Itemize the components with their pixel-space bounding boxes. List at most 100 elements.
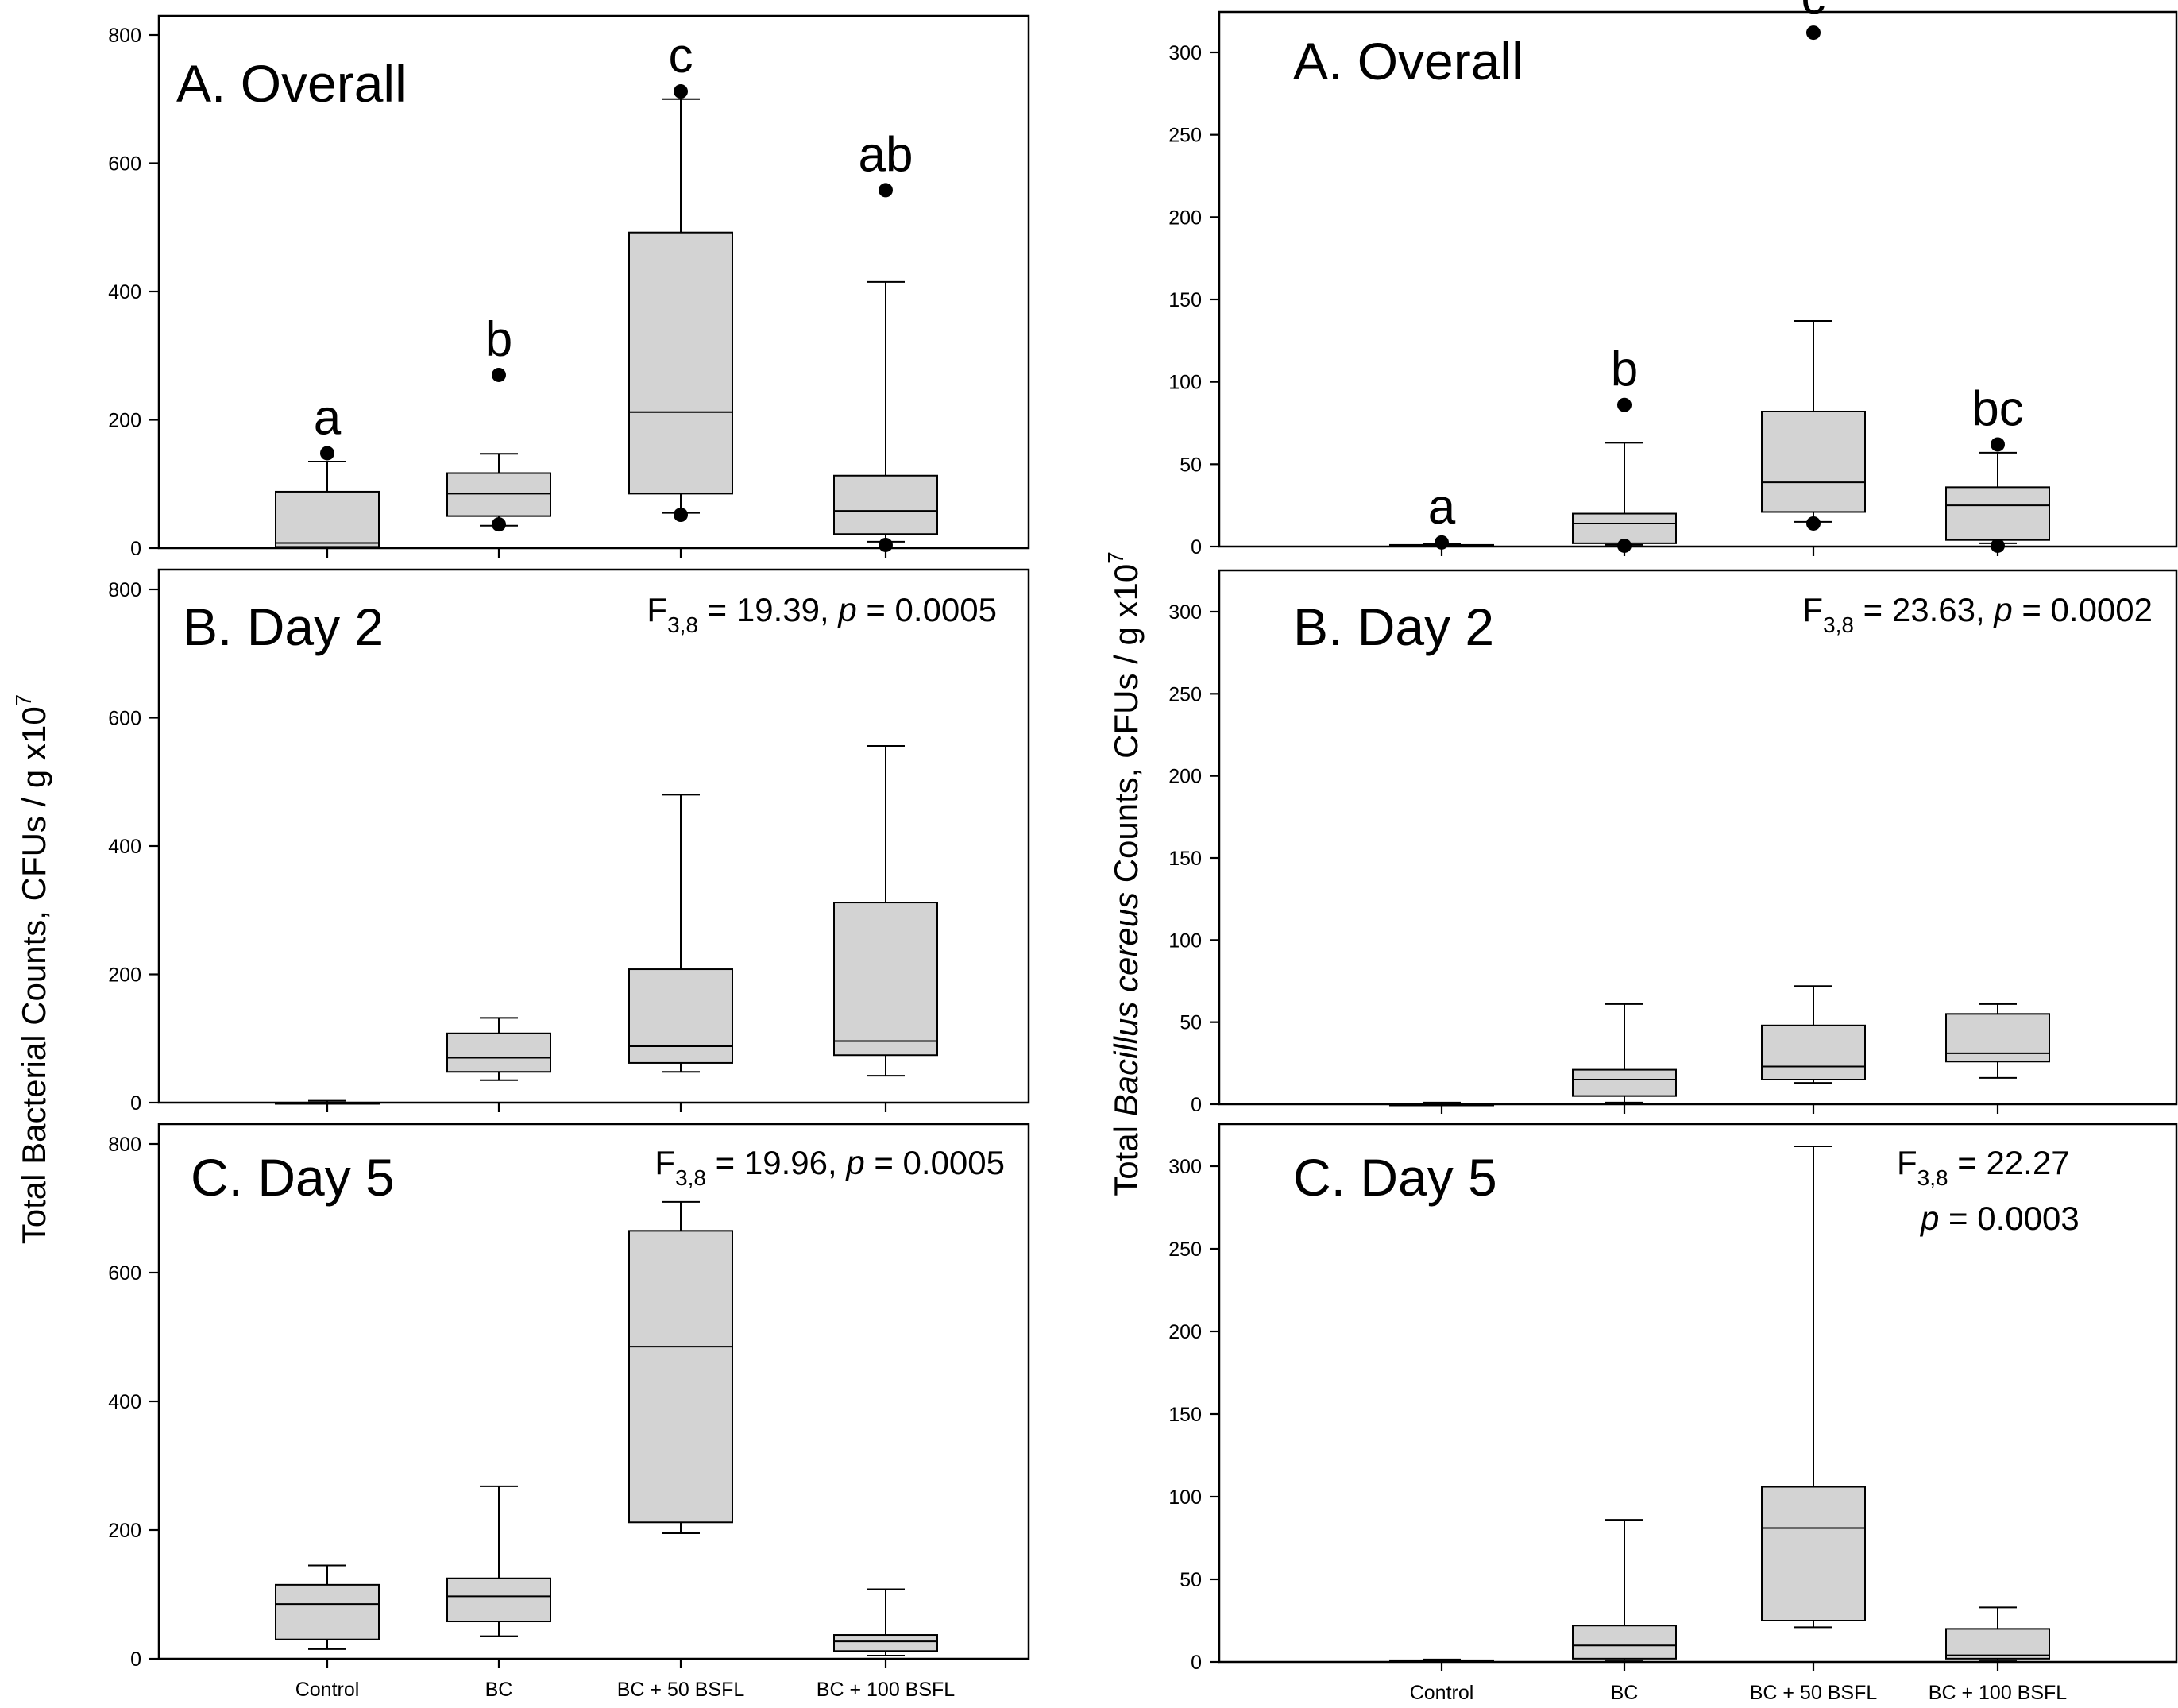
x-tick-label: BC xyxy=(485,1679,513,1701)
outlier-point xyxy=(674,84,688,99)
stat-df: 3,8 xyxy=(1823,612,1854,637)
box-bc-50-bsfl xyxy=(1761,985,1866,1084)
stat-value: = 19.39, xyxy=(698,591,838,628)
iqr-box xyxy=(1761,410,1866,513)
outlier-point xyxy=(1435,535,1449,550)
y-tick-label: 400 xyxy=(108,1391,141,1413)
significance-letter: c xyxy=(1801,0,1826,25)
iqr-box xyxy=(1572,1625,1677,1660)
panel-right-day5: 0 50 100 150 200 250 300 Control BC BC + 50 BSFL B… xyxy=(1168,1123,2178,1704)
box-bc xyxy=(1572,1519,1677,1661)
box-bc-50-bsfl xyxy=(1761,1146,1866,1629)
stat-f: F xyxy=(655,1144,675,1181)
right-y-axis-label-sup: 7 xyxy=(1103,551,1128,564)
y-tick-label: 0 xyxy=(1191,1652,1202,1674)
stat-annotation: F3,8 = 19.96, p = 0.0005 xyxy=(655,1144,1005,1190)
y-tick-label: 150 xyxy=(1168,848,1202,870)
x-tick-label: Control xyxy=(1410,1682,1474,1704)
box-bc-100-bsfl: ab xyxy=(833,127,938,552)
y-tick-label: 0 xyxy=(130,538,141,560)
iqr-box xyxy=(628,968,733,1064)
panel-title: A. Overall xyxy=(1293,32,1523,91)
box-bc xyxy=(446,1485,551,1637)
stat-pval: = 0.0002 xyxy=(2013,591,2153,628)
stat-pval: = 0.0003 xyxy=(1939,1200,2079,1237)
y-tick-label: 600 xyxy=(108,708,141,730)
stat-pval: = 0.0005 xyxy=(857,591,997,628)
y-tick-label: 0 xyxy=(1191,536,1202,558)
box-bc-50-bsfl xyxy=(628,1200,733,1535)
y-tick-label: 250 xyxy=(1168,125,1202,147)
iqr-box xyxy=(1945,1013,2050,1063)
panel-frame xyxy=(1218,569,2178,1106)
left-y-axis-label: Total Bacterial Counts, CFUs / g x107 xyxy=(11,694,52,1245)
right-y-axis-label-italic: Bacillus cereus xyxy=(1107,892,1145,1116)
iqr-box xyxy=(1761,1024,1866,1081)
x-tick-label: BC + 50 BSFL xyxy=(617,1679,745,1701)
significance-letter: b xyxy=(1611,342,1638,397)
iqr-box xyxy=(833,902,938,1057)
x-tick-label: Control xyxy=(295,1679,360,1701)
iqr-box xyxy=(446,1032,551,1073)
panel-title: C. Day 5 xyxy=(191,1148,395,1207)
iqr-box xyxy=(1761,1486,1866,1622)
outlier-point xyxy=(1991,437,2005,452)
y-tick-label: 0 xyxy=(130,1092,141,1115)
y-tick-label: 400 xyxy=(108,281,141,303)
y-tick-label: 600 xyxy=(108,1262,141,1285)
iqr-box xyxy=(275,1583,380,1640)
right-y-axis-label-pre: Total xyxy=(1107,1116,1145,1196)
y-tick-label: 150 xyxy=(1168,289,1202,311)
box-bc-50-bsfl: c xyxy=(628,29,733,523)
y-tick-label: 300 xyxy=(1168,1156,1202,1178)
y-tick-label: 100 xyxy=(1168,929,1202,952)
stat-annotation-p: p = 0.0003 xyxy=(1919,1200,2080,1237)
box-bc-100-bsfl xyxy=(1945,1606,2050,1661)
iqr-box xyxy=(628,1230,733,1524)
box-bc-50-bsfl: c xyxy=(1761,0,1866,531)
significance-letter: c xyxy=(669,29,693,83)
y-tick-label: 800 xyxy=(108,25,141,47)
y-tick-label: 0 xyxy=(130,1648,141,1671)
x-tick-label: BC xyxy=(1611,1682,1639,1704)
y-tick-label: 100 xyxy=(1168,1486,1202,1509)
panel-right-day2: 0 50 100 150 200 250 300 B. Day 2 F3,8 = 23.63, … xyxy=(1168,569,2178,1116)
box-control: a xyxy=(275,390,380,549)
y-tick-label: 300 xyxy=(1168,601,1202,624)
y-tick-label: 250 xyxy=(1168,683,1202,705)
stat-p: p xyxy=(1992,591,2012,628)
stat-p: p xyxy=(1919,1200,1939,1237)
outlier-point xyxy=(1806,516,1821,531)
stat-value: = 22.27 xyxy=(1948,1144,2070,1181)
y-tick-label: 200 xyxy=(108,410,141,432)
x-tick-label: BC + 50 BSFL xyxy=(1750,1682,1878,1704)
box-bc-100-bsfl: bc xyxy=(1945,381,2050,553)
y-tick-label: 200 xyxy=(108,964,141,987)
panel-frame xyxy=(157,14,1030,550)
stat-value: = 23.63, xyxy=(1854,591,1994,628)
y-tick-label: 200 xyxy=(1168,1321,1202,1343)
y-tick-label: 200 xyxy=(108,1520,141,1542)
significance-letter: b xyxy=(485,312,512,367)
outlier-point xyxy=(320,446,334,461)
iqr-box xyxy=(1945,486,2050,541)
significance-letter: a xyxy=(1428,480,1456,535)
stat-value: = 19.96, xyxy=(706,1144,846,1181)
iqr-box xyxy=(275,490,380,548)
iqr-box xyxy=(833,1634,938,1652)
y-tick-label: 200 xyxy=(1168,766,1202,788)
y-tick-label: 400 xyxy=(108,836,141,858)
outlier-point xyxy=(1617,538,1632,553)
x-tick-label: BC + 100 BSFL xyxy=(817,1679,955,1701)
box-bc-50-bsfl xyxy=(628,794,733,1073)
y-tick-label: 50 xyxy=(1180,1012,1202,1034)
box-bc-100-bsfl xyxy=(833,1588,938,1656)
outlier-point xyxy=(1617,397,1632,412)
right-y-axis-label-post: Counts, CFUs / g x10 xyxy=(1107,564,1145,892)
y-tick-label: 600 xyxy=(108,153,141,176)
iqr-box xyxy=(833,474,938,535)
panel-title: B. Day 2 xyxy=(1293,597,1494,656)
right-y-axis-label: Total Bacillus cereus Counts, CFUs / g x… xyxy=(1103,551,1145,1196)
